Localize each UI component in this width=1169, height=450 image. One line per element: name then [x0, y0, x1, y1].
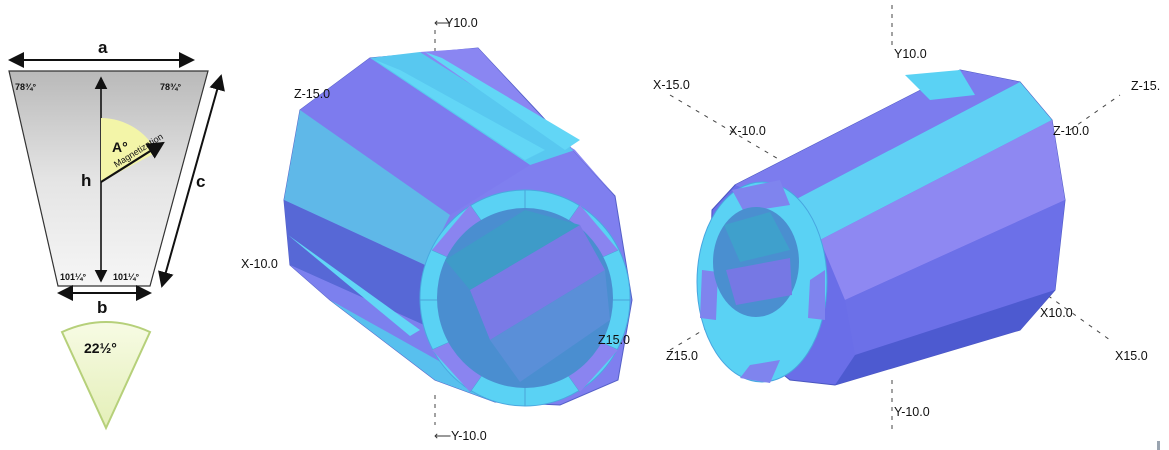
angle-a-sector [101, 118, 157, 182]
r-stripe-5 [835, 290, 1055, 385]
left-axis-z-neg: Z-15.0 [294, 87, 331, 101]
trapezoid-diagram [8, 52, 225, 431]
r-stripe-6 [905, 70, 975, 100]
right-axis-x-pos15: X15.0 [1115, 349, 1148, 363]
right-axis-z-pos15: Z15.0 [666, 349, 698, 363]
dimension-c-label: c [196, 172, 206, 191]
ring-panel-purple-3 [432, 342, 482, 392]
stripe-6 [290, 265, 455, 370]
r-ring-panel-3 [740, 360, 780, 383]
stripe-5 [284, 200, 435, 330]
dimension-b-label: b [97, 298, 108, 317]
r-stripe-4 [845, 200, 1065, 355]
dimension-c-arrow [158, 74, 225, 288]
bore-wall-2 [470, 225, 605, 340]
right-axis-x-neg15: X-15.0 [653, 78, 690, 92]
left-axis-y-neg: Y-10.0 [451, 429, 487, 443]
r-stripe-2 [785, 82, 1052, 240]
corner-marker [1157, 441, 1160, 450]
r-bore-wall-2 [726, 258, 792, 305]
ring-panel-purple-4 [432, 205, 482, 258]
ring-panel-purple-2 [568, 342, 618, 392]
r-stripe-1 [735, 70, 1020, 205]
right-axis-y-pos: Y10.0 [894, 47, 927, 61]
left-axis-y-neg-tick: ⟵ [434, 429, 452, 443]
r-ring-panel-4 [700, 270, 718, 320]
stripe-2 [420, 48, 615, 196]
bore-wall-3 [490, 270, 610, 382]
angle-bottom-right-label: 101¼° [113, 272, 140, 282]
angle-top-right-label: 78¾° [160, 82, 182, 92]
stripe-1 [370, 52, 575, 165]
angle-a-label: A° [112, 139, 128, 155]
wedge-angle-label: 22½° [84, 340, 117, 356]
rib-2 [425, 52, 580, 150]
magnetization-arrow [100, 141, 165, 183]
stripe-4 [284, 110, 450, 265]
left-axis-x-neg: X-10.0 [241, 257, 278, 271]
wedge-sector [60, 321, 152, 431]
left-axis-y-pos: Y10.0 [445, 16, 478, 30]
right-axis-y-neg: Y-10.0 [894, 405, 930, 419]
right-axis-x-neg10: X-10.0 [729, 124, 766, 138]
cylinder-view-right [669, 5, 1121, 430]
stripe-3 [300, 58, 530, 215]
right-axis-z-neg10: Z-10.0 [1053, 124, 1090, 138]
dimension-h-label: h [81, 171, 92, 190]
cylinder-view-left [283, 30, 633, 425]
r-stripe-3 [820, 120, 1065, 300]
r-ring-panel-1 [732, 180, 790, 212]
left-axis-z-pos: Z15.0 [598, 333, 630, 347]
right-axis-x-pos10: X10.0 [1040, 306, 1073, 320]
bore-wall-1 [445, 210, 580, 290]
right-axis-z-neg15: Z-15. [1131, 79, 1161, 93]
r-bore-wall-1 [724, 212, 790, 262]
ring-panel-purple-1 [568, 205, 618, 258]
angle-top-left-label: 78¾° [15, 82, 37, 92]
angle-bottom-left-label: 101¼° [60, 272, 87, 282]
rib-3 [288, 235, 420, 336]
dimension-a-label: a [98, 38, 108, 57]
rib-1 [375, 60, 545, 160]
r-ring-panel-2 [808, 270, 825, 320]
left-axis-y-pos-tick: ⟵ [434, 16, 452, 30]
